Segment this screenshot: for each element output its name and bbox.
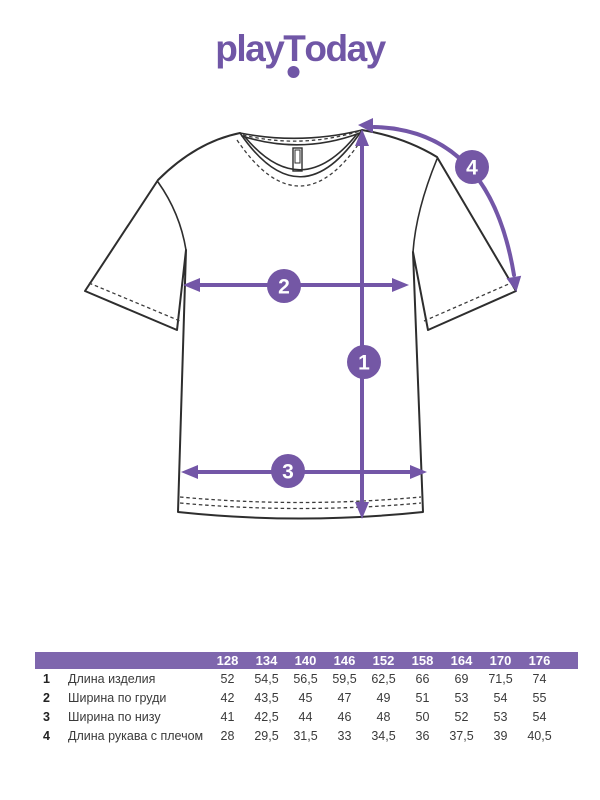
collar-back-top [239,129,363,140]
size-value-cell: 42 [220,690,235,705]
row-label: Ширина по низу [68,709,161,724]
collar-front-outer [239,129,363,178]
row-label: Ширина по груди [68,690,167,705]
size-value-cell: 53 [493,709,508,724]
size-value-cell: 36 [415,728,430,743]
measure-marker-2: 2 [267,269,301,303]
row-number: 4 [43,728,50,743]
right-cuff-stitch [423,282,512,322]
logo-text-oday: oday [304,28,386,69]
table-row-chest: 2 Ширина по груди 42 43,5 45 47 49 51 53… [35,688,578,707]
size-value-cell: 62,5 [371,671,396,686]
hem-stitch-top [179,496,422,504]
size-table: 128 134 140 146 152 158 164 170 176 1 Дл… [35,652,578,745]
collar-back-bottom [241,132,361,146]
size-value-cell: 54 [493,690,508,705]
right-armhole-seam [412,158,438,253]
size-value-cell: 71,5 [488,671,513,686]
size-value-cell: 31,5 [293,728,318,743]
size-value-cell: 66 [415,671,430,686]
size-col-header: 140 [294,653,317,668]
size-value-cell: 44 [298,709,313,724]
size-col-header: 158 [411,653,434,668]
size-value-cell: 50 [415,709,430,724]
size-col-header: 176 [528,653,551,668]
logo-dot-icon [287,66,300,78]
size-value-cell: 47 [337,690,352,705]
size-value-cell: 48 [376,709,391,724]
size-value-cell: 51 [415,690,430,705]
size-value-cell: 74 [532,671,547,686]
size-col-header: 134 [255,653,278,668]
measure-marker-1: 1 [347,345,381,379]
measure-marker-4: 4 [455,150,489,184]
size-value-cell: 56,5 [293,671,318,686]
left-cuff-stitch [88,282,181,322]
size-value-cell: 49 [376,690,391,705]
row-label: Длина изделия [68,671,156,686]
left-armhole-seam [157,181,187,251]
collar-back-stitch [242,130,361,142]
size-value-cell: 69 [454,671,469,686]
table-row-bottom: 3 Ширина по низу 41 42,5 44 46 48 50 52 … [35,707,578,726]
size-value-cell: 42,5 [254,709,279,724]
svg-text:1: 1 [358,352,370,375]
size-col-header: 170 [489,653,512,668]
tshirt-outline [84,129,517,520]
size-value-cell: 54,5 [254,671,279,686]
logo-text-play: play [215,28,285,69]
table-row-sleeve: 4 Длина рукава с плечом 28 29,5 31,5 33 … [35,726,578,745]
size-value-cell: 54 [532,709,547,724]
size-value-cell: 52 [454,709,469,724]
size-value-cell: 28 [220,728,235,743]
collar-front-inner [244,133,358,171]
size-value-cell: 29,5 [254,728,279,743]
size-value-cell: 59,5 [332,671,357,686]
collar-outer-stitch [236,135,365,187]
neck-tag-inner [294,149,301,164]
size-col-header: 152 [372,653,395,668]
size-value-cell: 33 [337,728,352,743]
svg-text:4: 4 [466,157,478,180]
tshirt-diagram-svg: 1 2 3 4 [84,118,522,520]
row-label: Длина рукава с плечом [68,728,204,743]
measure-arrow-length [355,129,369,519]
row-number: 2 [43,690,50,705]
size-value-cell: 45 [298,690,313,705]
svg-text:2: 2 [278,276,290,299]
size-col-header: 128 [216,653,239,668]
brand-logo: playT oday [0,28,600,78]
size-value-cell: 52 [220,671,235,686]
size-col-header: 146 [333,653,356,668]
table-row-length: 1 Длина изделия 52 54,5 56,5 59,5 62,5 6… [35,669,578,688]
measure-marker-3: 3 [271,454,305,488]
svg-text:3: 3 [282,461,294,484]
size-value-cell: 53 [454,690,469,705]
neck-tag [292,147,303,172]
hem-stitch-bottom [179,502,422,510]
size-value-cell: 40,5 [527,728,552,743]
size-table-header: 128 134 140 146 152 158 164 170 176 [35,652,578,669]
size-value-cell: 34,5 [371,728,396,743]
row-number: 1 [43,671,50,686]
tshirt-measurement-diagram: 1 2 3 4 [0,85,600,555]
logo-letter-t-glyph: T [283,28,306,69]
size-col-header: 164 [450,653,473,668]
size-value-cell: 46 [337,709,352,724]
row-number: 3 [43,709,50,724]
size-value-cell: 37,5 [449,728,474,743]
size-value-cell: 41 [220,709,235,724]
size-value-cell: 55 [532,690,547,705]
logo-letter-t: T [283,28,306,78]
measure-arrow-sleeve [358,118,522,292]
size-value-cell: 39 [493,728,508,743]
size-value-cell: 43,5 [254,690,279,705]
